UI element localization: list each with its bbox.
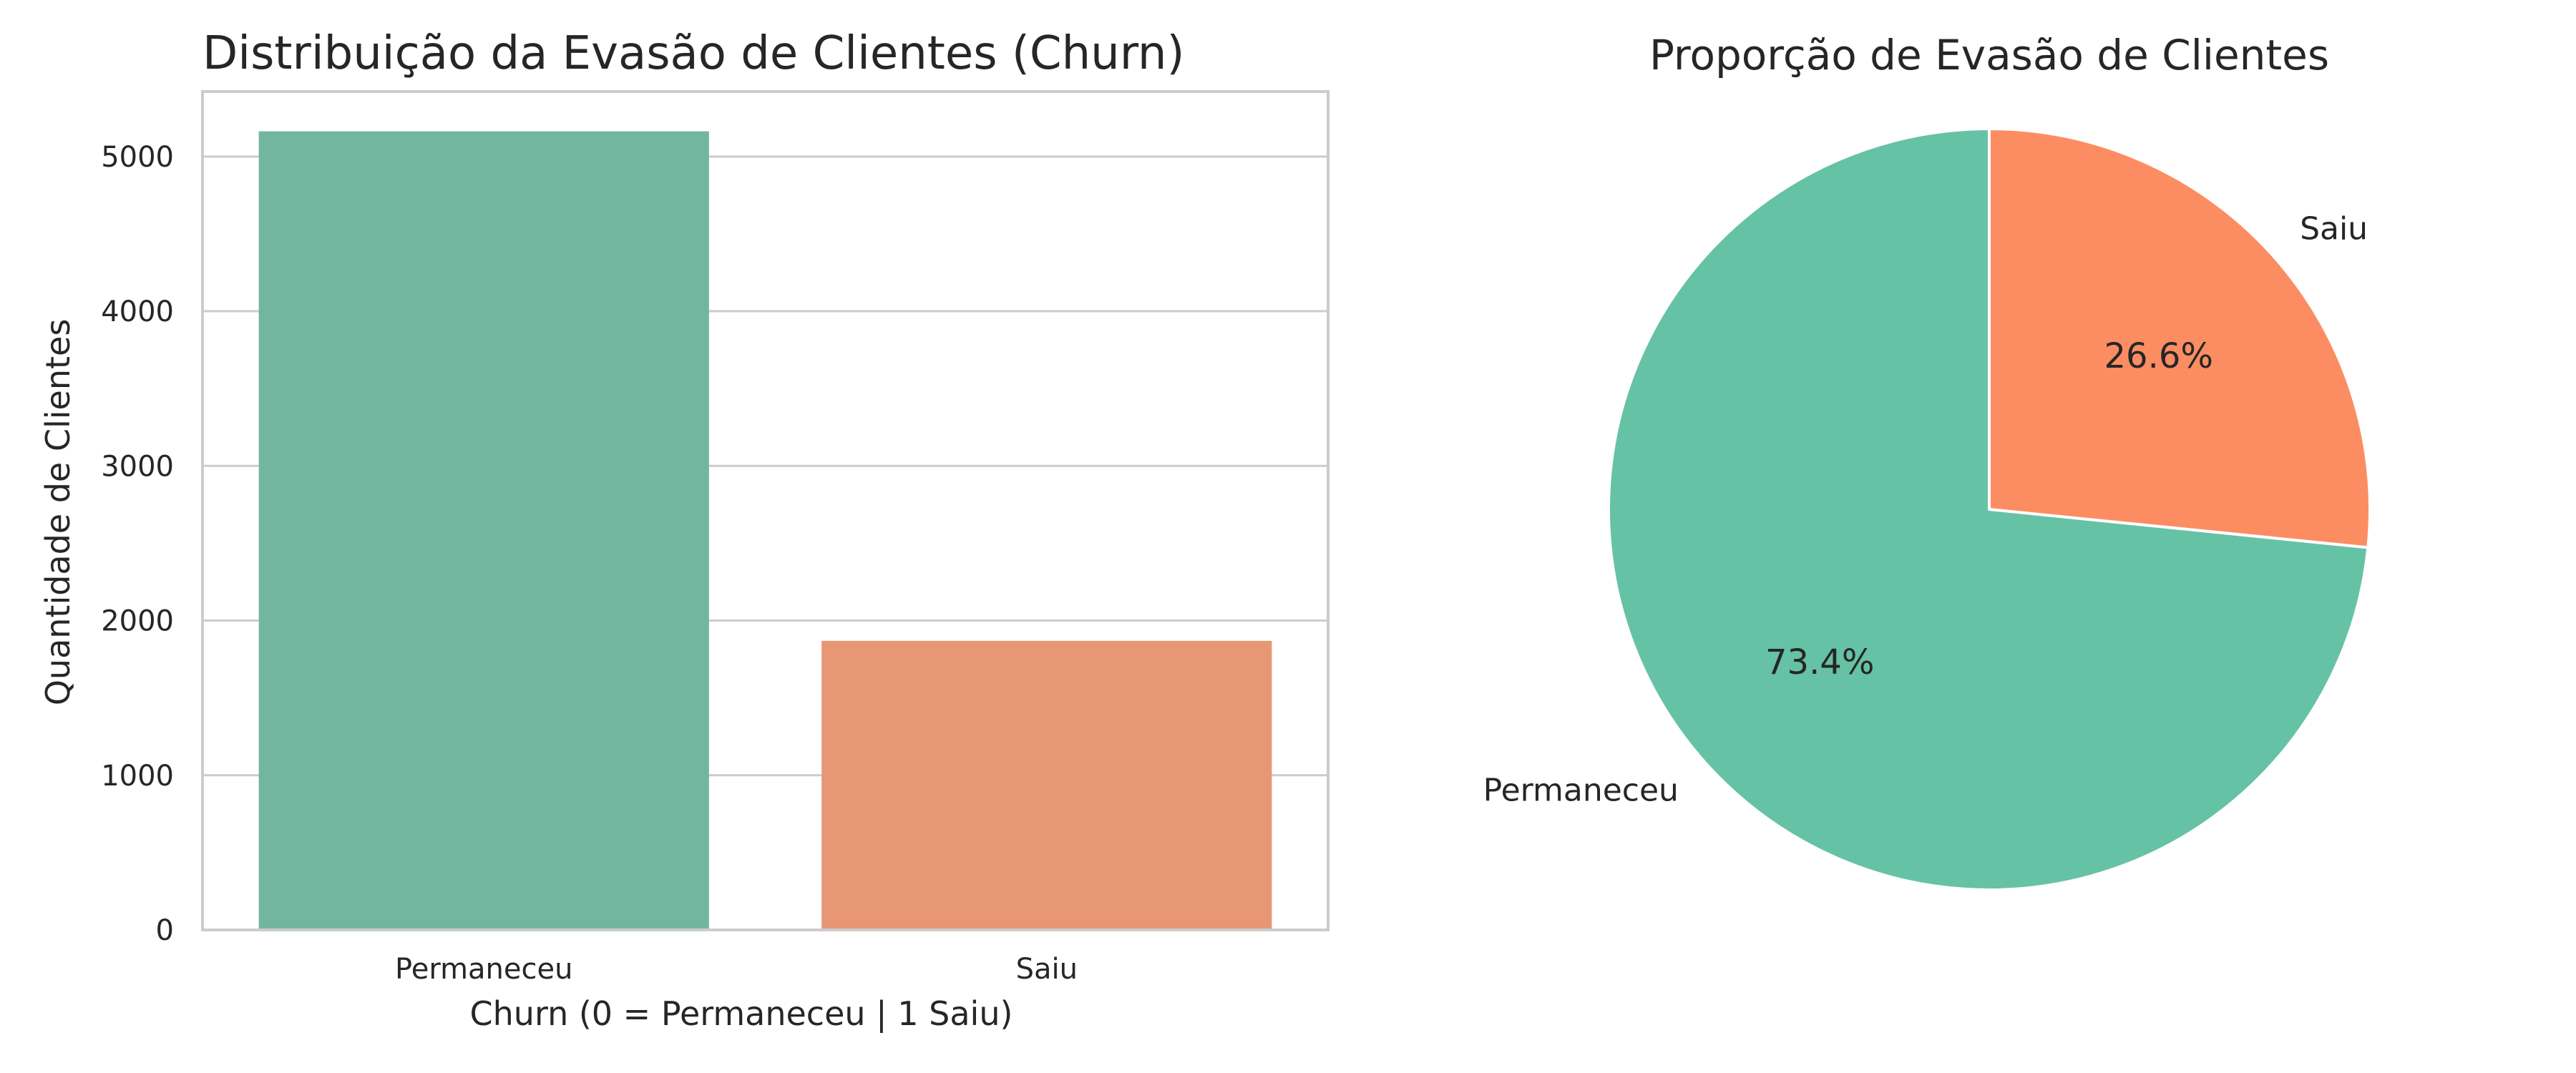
bar-y-tick-label: 4000 <box>101 295 174 328</box>
bar-chart: Distribuição da Evasão de Clientes (Chur… <box>39 27 1330 1034</box>
bar-saiu <box>821 640 1272 930</box>
bar-x-tick-labels: Permaneceu Saiu <box>395 953 1078 986</box>
bar-plot-frame <box>201 90 1330 931</box>
bar-series <box>258 131 1272 930</box>
pie-slice-saiu <box>1988 127 2371 549</box>
pie-slices <box>1607 127 2371 891</box>
bar-y-tick-label: 5000 <box>101 141 174 174</box>
bar-y-tick-label: 1000 <box>101 760 174 793</box>
pie-percent-permaneceu: 73.4% <box>1765 642 1874 682</box>
bar-permaneceu <box>258 131 709 930</box>
pie-labels: Permaneceu 73.4% Saiu 26.6% <box>1483 211 2368 809</box>
pie-percent-saiu: 26.6% <box>2104 336 2213 376</box>
pie-label-saiu: Saiu <box>2300 211 2368 248</box>
bar-y-axis-label: Quantidade de Clientes <box>39 319 77 706</box>
bar-y-tick-label: 3000 <box>101 450 174 483</box>
pie-chart-title: Proporção de Evasão de Clientes <box>1649 31 2329 79</box>
bar-x-tick-label: Permaneceu <box>395 953 572 986</box>
bar-y-tick-label: 2000 <box>101 605 174 638</box>
bar-x-tick-label: Saiu <box>1016 953 1078 986</box>
bar-chart-title: Distribuição da Evasão de Clientes (Chur… <box>203 27 1184 80</box>
bar-y-tick-label: 0 <box>156 914 174 947</box>
pie-chart: Proporção de Evasão de Clientes Permanec… <box>1483 31 2371 891</box>
bar-y-tick-labels: 0 1000 2000 3000 4000 5000 <box>101 141 174 947</box>
pie-label-permaneceu: Permaneceu <box>1483 772 1679 808</box>
bar-x-axis-label: Churn (0 = Permaneceu | 1 Saiu) <box>470 994 1013 1034</box>
